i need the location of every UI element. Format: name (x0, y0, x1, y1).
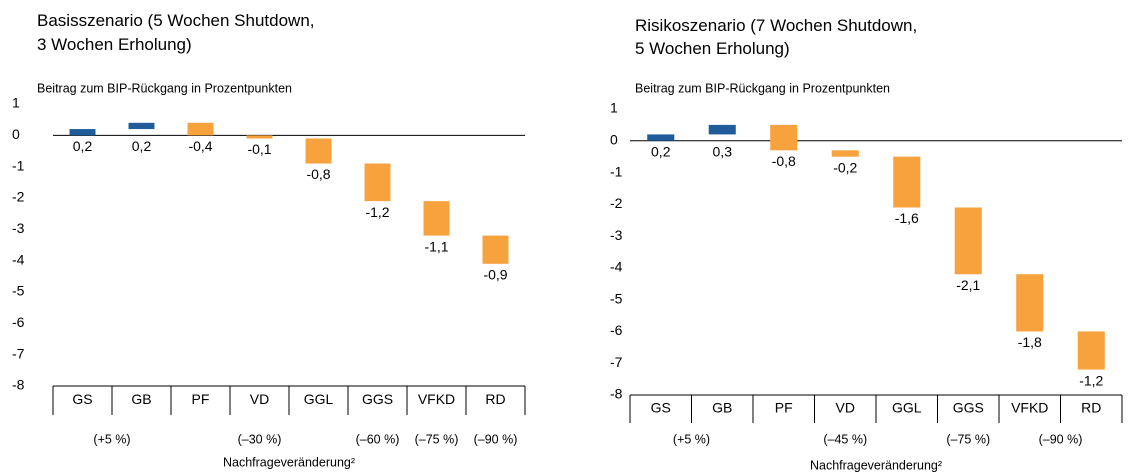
y-tick-label: -5 (12, 283, 25, 299)
y-tick-label: -7 (610, 354, 623, 370)
bar (187, 122, 214, 136)
y-tick-label: -5 (610, 290, 623, 306)
y-tick-label: -6 (12, 314, 25, 330)
x-tick-label: PF (775, 400, 793, 416)
value-label: -1,1 (424, 238, 448, 254)
x-tick-label: GGL (892, 400, 922, 416)
y-tick-label: 0 (610, 131, 618, 147)
y-tick-label: -6 (610, 322, 623, 338)
bar (305, 138, 332, 164)
chart-subtitle: Beitrag zum BIP-Rückgang in Prozentpunkt… (37, 81, 292, 95)
value-label: -0,8 (772, 153, 796, 169)
value-label: 0,3 (713, 143, 733, 159)
x-tick-label: GS (651, 400, 671, 416)
x-tick-label: GGL (304, 391, 334, 407)
value-label: -1,6 (895, 210, 919, 226)
value-label: -0,9 (483, 267, 507, 283)
y-tick-label: -4 (12, 251, 25, 267)
bar (1016, 274, 1044, 332)
x-axis-label: Nachfrageveränderung² (223, 455, 355, 469)
y-tick-label: -2 (610, 195, 623, 211)
value-label: 0,2 (73, 138, 93, 154)
demand-group-label: (+5 %) (93, 432, 130, 446)
x-tick-label: VFKD (418, 391, 455, 407)
x-axis-label: Nachfrageveränderung² (810, 458, 942, 472)
demand-group-label: (–60 %) (356, 432, 400, 446)
chart-subtitle: Beitrag zum BIP-Rückgang in Prozentpunkt… (635, 81, 890, 95)
bar (482, 235, 509, 264)
value-label: -2,1 (956, 277, 980, 293)
value-label: -1,2 (1079, 372, 1103, 388)
y-tick-label: -4 (610, 259, 623, 275)
y-tick-label: -1 (610, 163, 623, 179)
bar (246, 135, 273, 139)
x-tick-label: GGS (362, 391, 393, 407)
x-tick-label: GS (72, 391, 92, 407)
value-label: -1,2 (365, 204, 389, 220)
bar (954, 207, 982, 275)
bar (831, 150, 859, 157)
demand-group-label: (–90 %) (1039, 432, 1083, 446)
y-tick-label: -1 (12, 157, 25, 173)
y-tick-label: -3 (12, 220, 25, 236)
x-tick-label: GB (131, 391, 151, 407)
bar (128, 122, 155, 130)
bar (364, 163, 391, 202)
y-tick-label: -8 (12, 377, 25, 393)
value-label: -0,4 (188, 138, 212, 154)
x-tick-label: GGS (953, 400, 984, 416)
y-tick-label: -3 (610, 227, 623, 243)
demand-group-label: (–30 %) (238, 432, 282, 446)
value-label: -0,8 (306, 166, 330, 182)
y-tick-label: 1 (12, 95, 20, 111)
y-tick-label: 1 (610, 100, 618, 116)
chart-title: Risikoszenario (7 Wochen Shutdown, 5 Woc… (635, 16, 922, 58)
y-tick-label: -7 (12, 345, 25, 361)
demand-group-label: (+5 %) (673, 432, 710, 446)
value-label: -0,2 (833, 159, 857, 175)
x-tick-label: PF (192, 391, 210, 407)
value-label: -0,1 (247, 141, 271, 157)
bar (423, 201, 450, 236)
bar (770, 124, 798, 151)
demand-group-label: (–75 %) (946, 432, 990, 446)
demand-group-label: (–75 %) (415, 432, 459, 446)
demand-group-label: (–45 %) (823, 432, 867, 446)
x-tick-label: RD (1081, 400, 1101, 416)
x-tick-label: VD (836, 400, 855, 416)
y-tick-label: 0 (12, 126, 20, 142)
bar (893, 156, 921, 208)
y-tick-label: -8 (610, 386, 623, 402)
value-label: 0,2 (132, 138, 152, 154)
x-tick-label: VD (250, 391, 269, 407)
x-tick-label: GB (712, 400, 732, 416)
bar (647, 134, 675, 141)
x-tick-label: VFKD (1011, 400, 1048, 416)
y-tick-label: -2 (12, 189, 25, 205)
value-label: 0,2 (651, 143, 671, 159)
chart-title: Basisszenario (5 Wochen Shutdown, 3 Woch… (37, 11, 319, 54)
bar (69, 129, 96, 136)
bar (708, 124, 736, 135)
value-label: -1,8 (1018, 334, 1042, 350)
x-tick-label: RD (485, 391, 505, 407)
bar (1077, 331, 1105, 370)
demand-group-label: (–90 %) (474, 432, 518, 446)
